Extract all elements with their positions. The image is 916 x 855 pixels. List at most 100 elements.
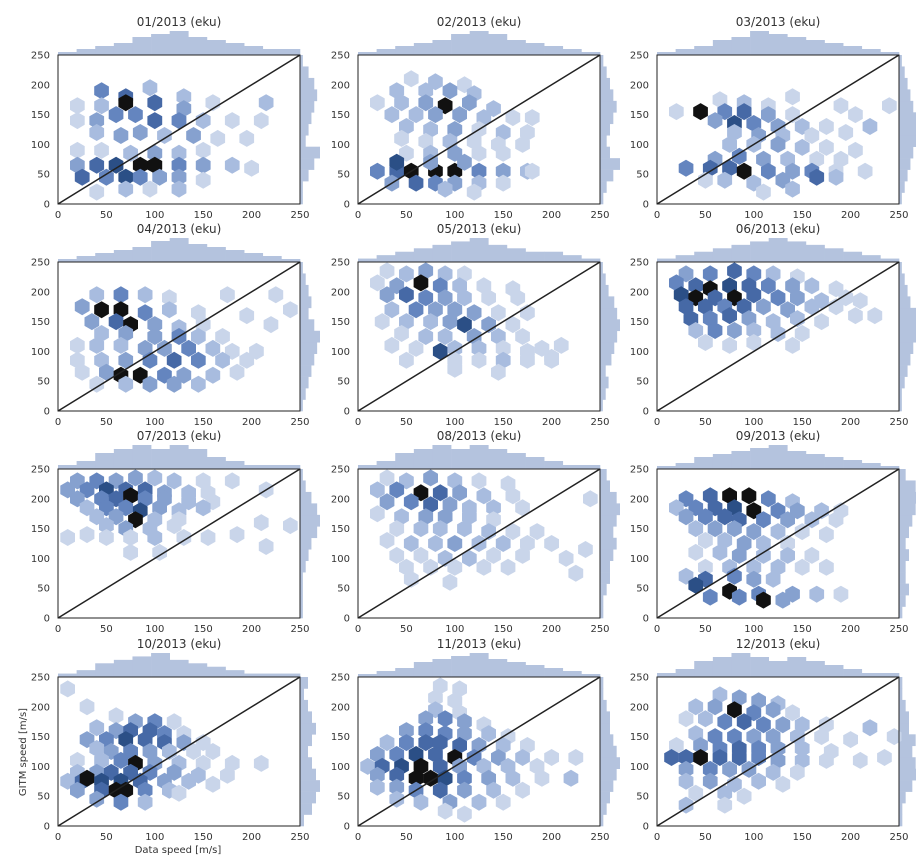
hex-bin [191,328,206,345]
y-tick-label: 50 [636,584,649,595]
hex-bin [442,313,458,331]
x-marginal-bar [376,461,396,469]
y-tick-label: 0 [44,407,50,418]
hex-bin [457,781,472,799]
x-tick-label: 150 [194,832,213,843]
hex-bin [731,588,747,606]
x-marginal-bar [76,49,96,55]
x-tick-label: 250 [290,832,309,843]
hex-bin [495,535,511,552]
hex-bin [389,481,405,499]
axes-frame [57,468,301,619]
x-marginal-bar [525,43,545,55]
y-marginal-bar [899,169,908,182]
axes-frame [357,261,601,412]
hex-bin [389,790,405,808]
x-tick-label: 50 [100,417,113,428]
x-tick-label: 0 [355,210,361,221]
hex-bin [157,339,172,357]
y-tick-label: 150 [331,110,350,121]
x-marginal-bar [132,247,152,262]
hex-bin [741,487,757,505]
x-marginal-bar [880,52,900,55]
hex-bin [495,144,511,162]
y-tick-label: 0 [344,614,350,625]
y-marginal-bar [899,514,913,527]
hex-bin [418,722,434,740]
x-marginal-bar [675,49,695,55]
hex-bin [118,375,134,393]
hex-bin [389,766,405,784]
x-marginal-bar [188,244,208,262]
x-marginal-bar [262,673,282,677]
hex-bin [495,339,511,357]
hex-bin [220,766,235,784]
x-marginal-bar [281,259,301,262]
panel-9: 09/2013 (eku) 00 50 50 100 100 150 150 200 200 250… [630,429,916,635]
x-marginal-bar [95,253,115,262]
hex-bin [466,183,482,201]
x-marginal-bar [225,461,245,469]
x-marginal-bar [488,449,508,469]
x-tick-label: 200 [542,624,561,635]
y-tick-label: 150 [331,732,350,743]
y-tick-label: 0 [643,200,649,211]
x-marginal-bar [731,451,751,469]
hex-bin [283,301,298,319]
hex-bin [688,322,704,339]
axes-frame [357,676,601,827]
x-marginal-bar [694,46,714,55]
y-marginal-bar [300,549,309,561]
x-tick-label: 0 [355,417,361,428]
hex-bin [505,769,521,787]
hex-bin [437,289,453,307]
x-tick-label: 150 [494,624,513,635]
x-marginal-bar [151,241,170,262]
hex-bin [707,520,723,538]
hex-bin [123,529,138,546]
x-marginal-bar [188,663,208,677]
hex-bin [770,740,786,757]
hex-bin [843,731,858,749]
x-marginal-bar [694,661,714,677]
hex-bin [205,775,221,793]
hex-bin [118,168,134,186]
x-marginal-bar [413,43,433,55]
y-marginal-bar [600,549,614,561]
y-marginal-bar [300,469,303,481]
x-marginal-bar [805,244,825,262]
hex-bin [94,141,109,159]
hex-bin [399,265,414,283]
x-tick-label: 150 [793,624,812,635]
hex-bin [505,316,521,334]
x-marginal-bar [488,244,508,262]
panel-10: 10/2013 (eku) 00 50 50 100 100 150 150 200 200 250… [31,637,320,843]
y-tick-label: 100 [630,347,649,358]
y-marginal-bar [600,791,610,804]
y-marginal-bar [600,480,610,493]
x-marginal-bar [787,451,807,469]
hex-bin [515,499,530,517]
x-marginal-bar [768,445,788,469]
x-tick-label: 250 [889,624,908,635]
hex-bin [142,79,158,97]
identity-line [656,54,900,205]
hex-bin [224,112,240,130]
y-marginal-bar [300,595,303,607]
x-tick-label: 50 [699,624,712,635]
hex-bin [447,558,463,576]
x-marginal-bar [712,248,732,262]
x-tick-label: 100 [744,210,763,221]
hex-bin [819,558,834,576]
x-marginal-bar [843,251,863,262]
identity-line [57,261,301,412]
y-tick-label: 150 [630,317,649,328]
hex-bin [370,162,385,180]
x-marginal-bar [469,653,489,677]
hex-bin [108,106,124,124]
y-tick-label: 0 [643,407,649,418]
hex-bin [495,162,511,180]
y-marginal-bar [899,677,903,689]
hex-bin [515,749,530,766]
x-marginal-bar [132,656,152,677]
